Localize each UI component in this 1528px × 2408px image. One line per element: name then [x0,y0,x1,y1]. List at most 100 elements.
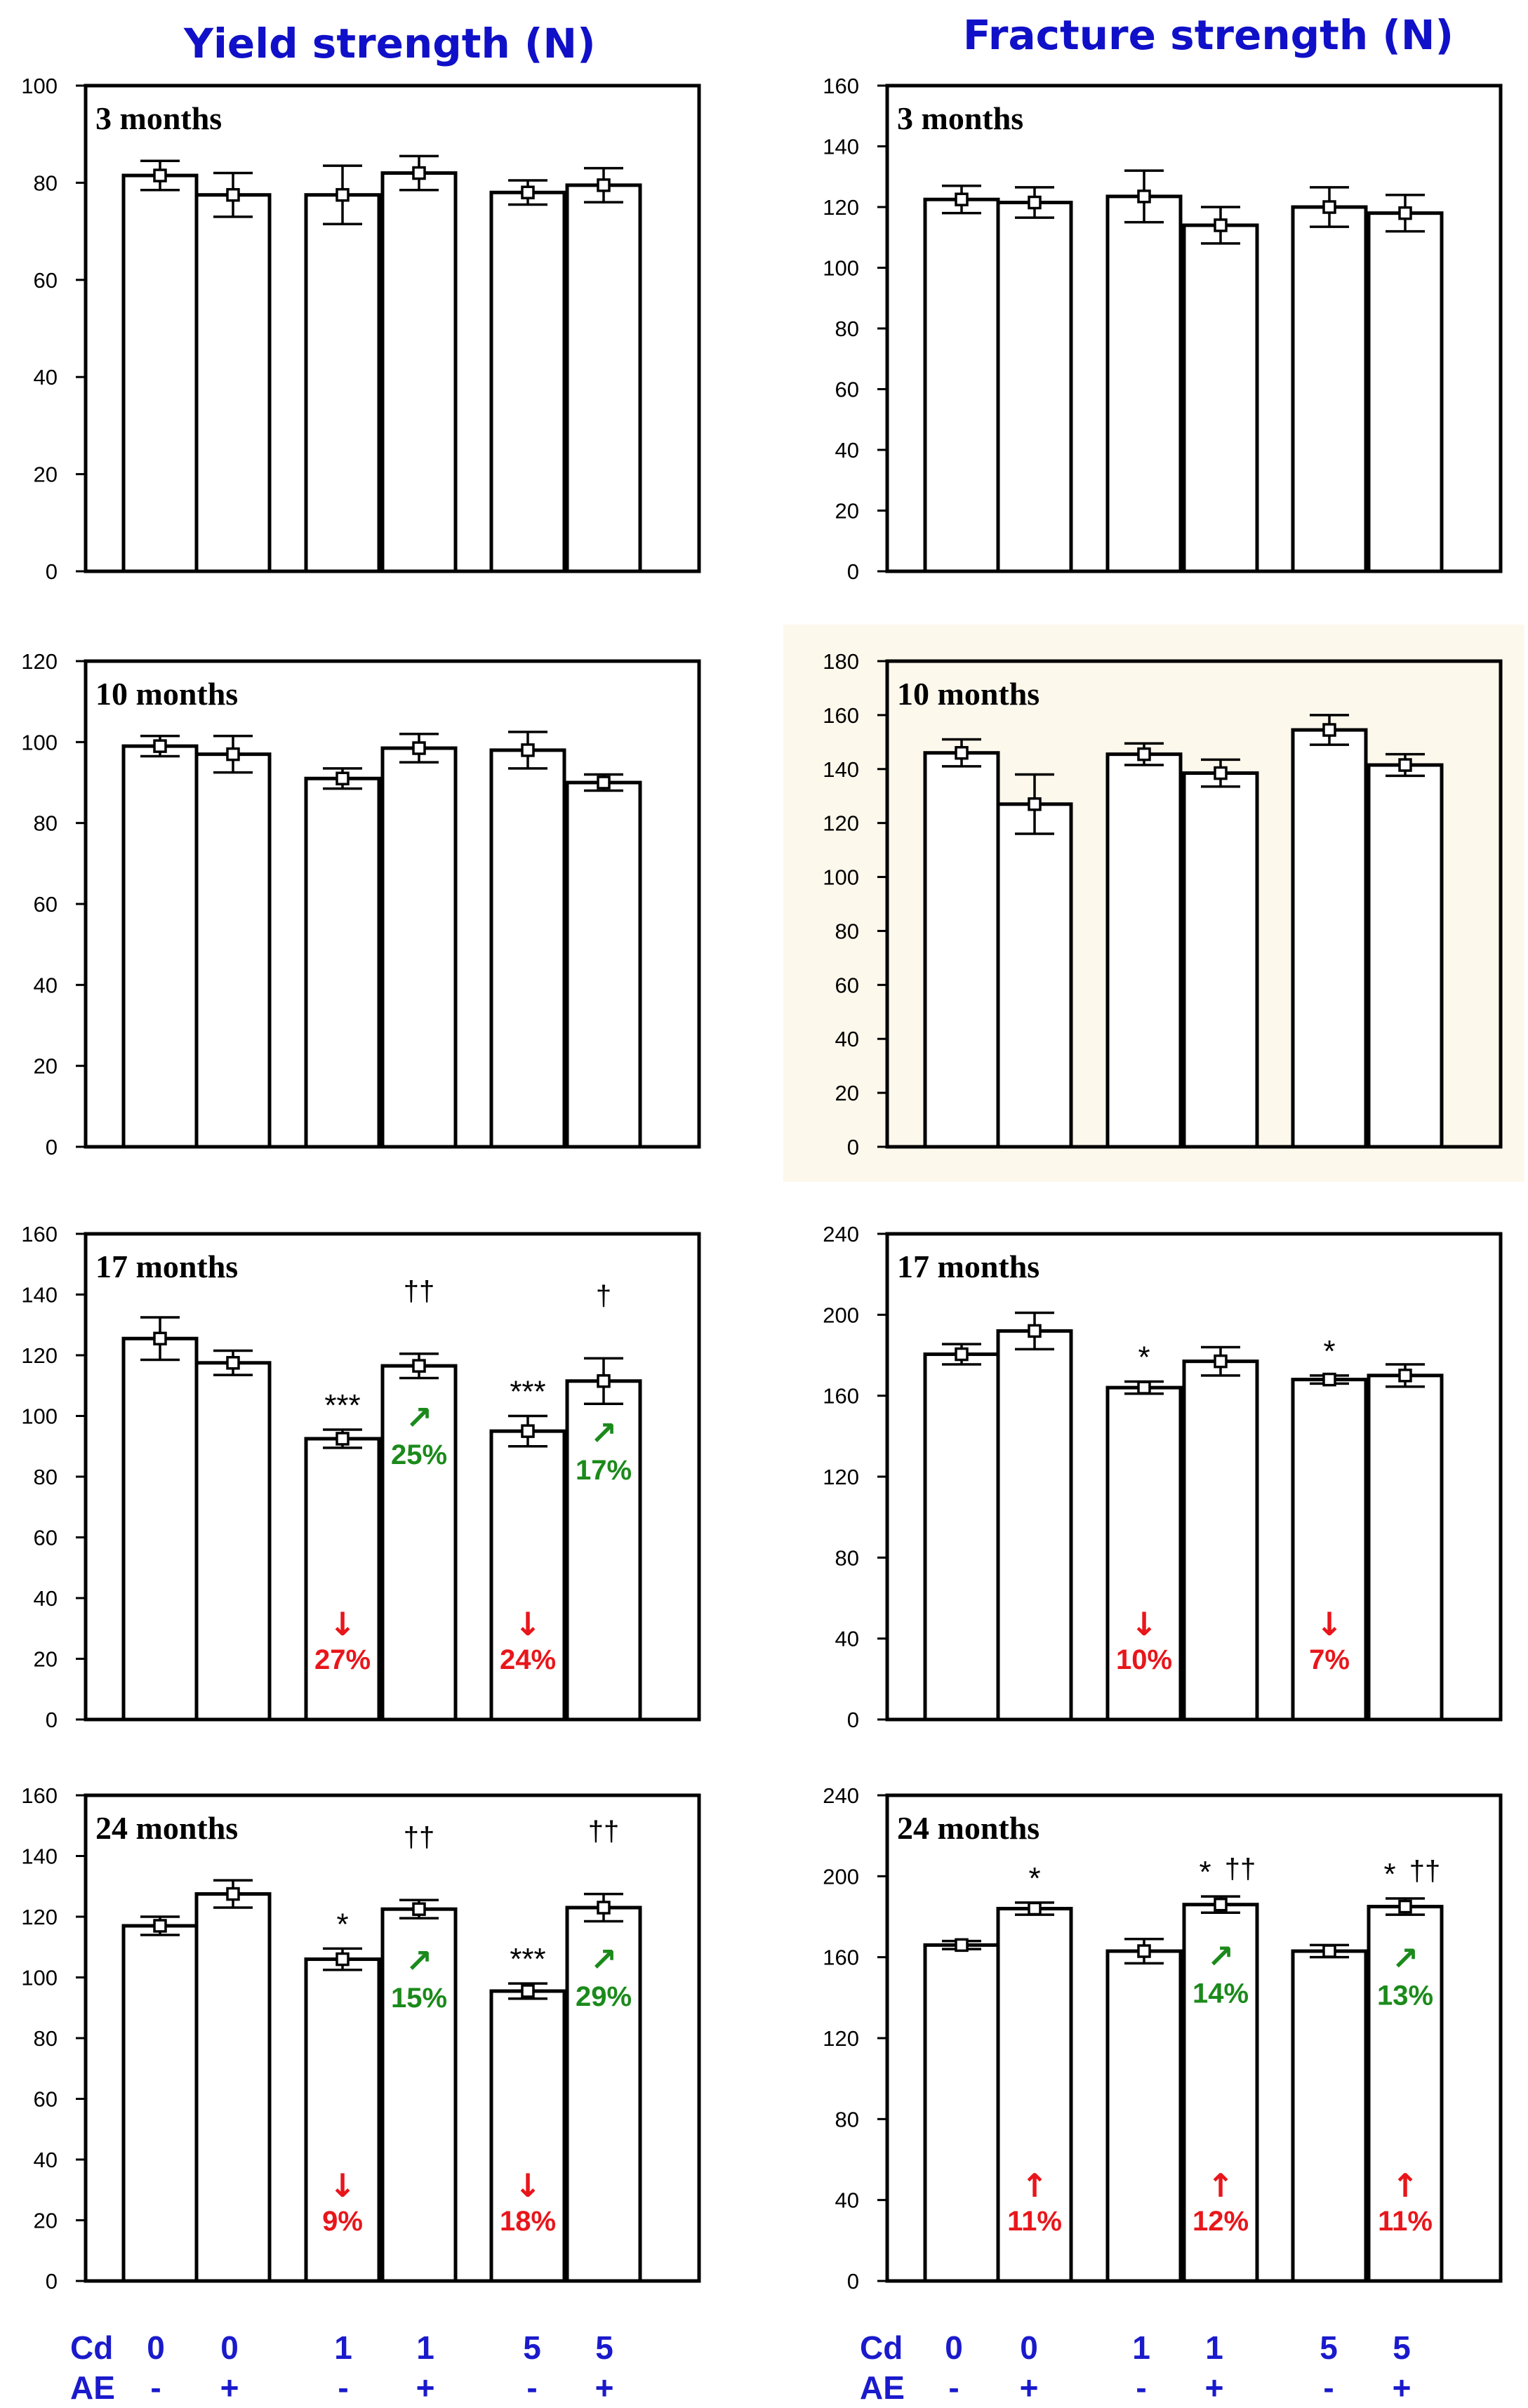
mean-marker [226,1887,240,1901]
mean-marker [1137,189,1151,204]
y-tick-label: 160 [823,1945,859,1970]
mean-marker [1028,1901,1042,1916]
change-arrow: ↗ [1392,1940,1419,1978]
change-percent-label: 11% [1378,2206,1433,2237]
y-tick-label: 100 [21,1404,58,1429]
bar [489,190,566,573]
bar [1291,728,1368,1149]
ae-value-right-1: - [948,2369,959,2406]
bar [1105,194,1183,573]
bar [1105,752,1183,1149]
panel-title: 24 months [897,1810,1039,1846]
panel-title: 10 months [95,676,238,712]
y-tick-label: 100 [21,74,58,98]
y-tick-label: 0 [847,2269,859,2294]
significance-star: * [1138,1340,1150,1374]
cd-value-right-6: 5 [1393,2329,1411,2366]
bar [380,171,458,573]
y-tick-label: 120 [823,195,859,220]
y-tick-label: 120 [21,1343,58,1368]
bar [304,776,381,1149]
significance-star: * [1028,1861,1040,1896]
panel-title: 17 months [95,1249,238,1284]
mean-marker [1322,723,1336,737]
y-tick-label: 40 [835,438,859,463]
significance-star: * [1323,1334,1335,1369]
mean-marker [412,741,426,755]
mean-marker [412,1359,426,1373]
mean-marker [1214,1354,1228,1369]
y-tick-label: 80 [835,317,859,341]
y-tick-label: 240 [823,1783,859,1808]
y-tick-label: 200 [823,1864,859,1889]
significance-dagger: †† [1409,1856,1441,1887]
bar [996,1329,1073,1722]
change-arrow: ↓ [514,2167,542,2204]
y-tick-label: 120 [823,1465,859,1489]
cd-value-right-5: 5 [1320,2329,1338,2366]
panel-title: 17 months [897,1249,1039,1284]
mean-marker [1214,1897,1228,1912]
mean-marker [521,743,535,757]
mean-marker [1137,747,1151,761]
change-arrow: ↓ [329,2167,357,2204]
bar [304,193,381,573]
y-tick-label: 140 [823,757,859,782]
significance-star: * [1383,1857,1395,1891]
y-tick-label: 60 [34,268,58,293]
y-tick-label: 80 [34,2026,58,2051]
mean-marker [597,776,611,790]
mean-marker [1028,797,1042,811]
cd-label-left: Cd [70,2329,114,2366]
y-tick-label: 100 [823,256,859,281]
y-tick-label: 0 [46,2269,58,2294]
bar [304,1957,381,2283]
bar [1105,1949,1183,2283]
bar [565,780,642,1149]
mean-marker [1398,758,1412,772]
mean-marker [597,178,611,192]
y-tick-label: 80 [34,1465,58,1489]
bar [923,1943,1000,2283]
fracture-strength-column-title: Fracture strength (N) [963,11,1454,59]
mean-marker [521,185,535,199]
cd-value-left-5: 5 [523,2329,541,2366]
bar [1182,771,1259,1149]
yield-strength-column-title: Yield strength (N) [184,20,596,67]
mean-marker [336,1952,350,1967]
bar [565,1379,642,1722]
bar [1367,211,1444,573]
y-tick-label: 20 [34,1647,58,1672]
cd-value-left-2: 0 [220,2329,239,2366]
mean-marker [153,1919,167,1933]
significance-dagger: †† [1225,1854,1256,1884]
change-percent-label: 11% [1007,2206,1062,2237]
y-tick-label: 80 [835,919,859,943]
y-tick-label: 40 [34,2148,58,2172]
y-tick-label: 120 [21,1905,58,1929]
ae-value-right-3: - [1136,2369,1147,2406]
bar [194,1892,272,2283]
chart-yield-17: 0 20 40 60 80 100 120 140 160 17 months *** †† *** † ↓… [21,1222,701,1732]
y-tick-label: 60 [835,378,859,402]
change-percent-label: 14% [1192,1978,1249,2009]
bar [996,802,1073,1149]
mean-marker [597,1374,611,1388]
y-tick-label: 160 [823,74,859,98]
y-tick-label: 60 [34,892,58,917]
change-percent-label: 7% [1309,1644,1350,1675]
mean-marker [1322,1372,1336,1387]
y-tick-label: 40 [34,1586,58,1611]
bar [996,201,1073,573]
change-arrow: ↑ [1207,2167,1235,2204]
y-tick-label: 40 [34,973,58,997]
mean-marker [1137,1944,1151,1958]
y-tick-label: 80 [835,2107,859,2131]
mean-marker [412,1902,426,1916]
bar [1367,1373,1444,1722]
bar [1182,223,1259,573]
ae-value-right-5: - [1323,2369,1334,2406]
bar [489,748,566,1149]
y-tick-label: 160 [823,703,859,728]
